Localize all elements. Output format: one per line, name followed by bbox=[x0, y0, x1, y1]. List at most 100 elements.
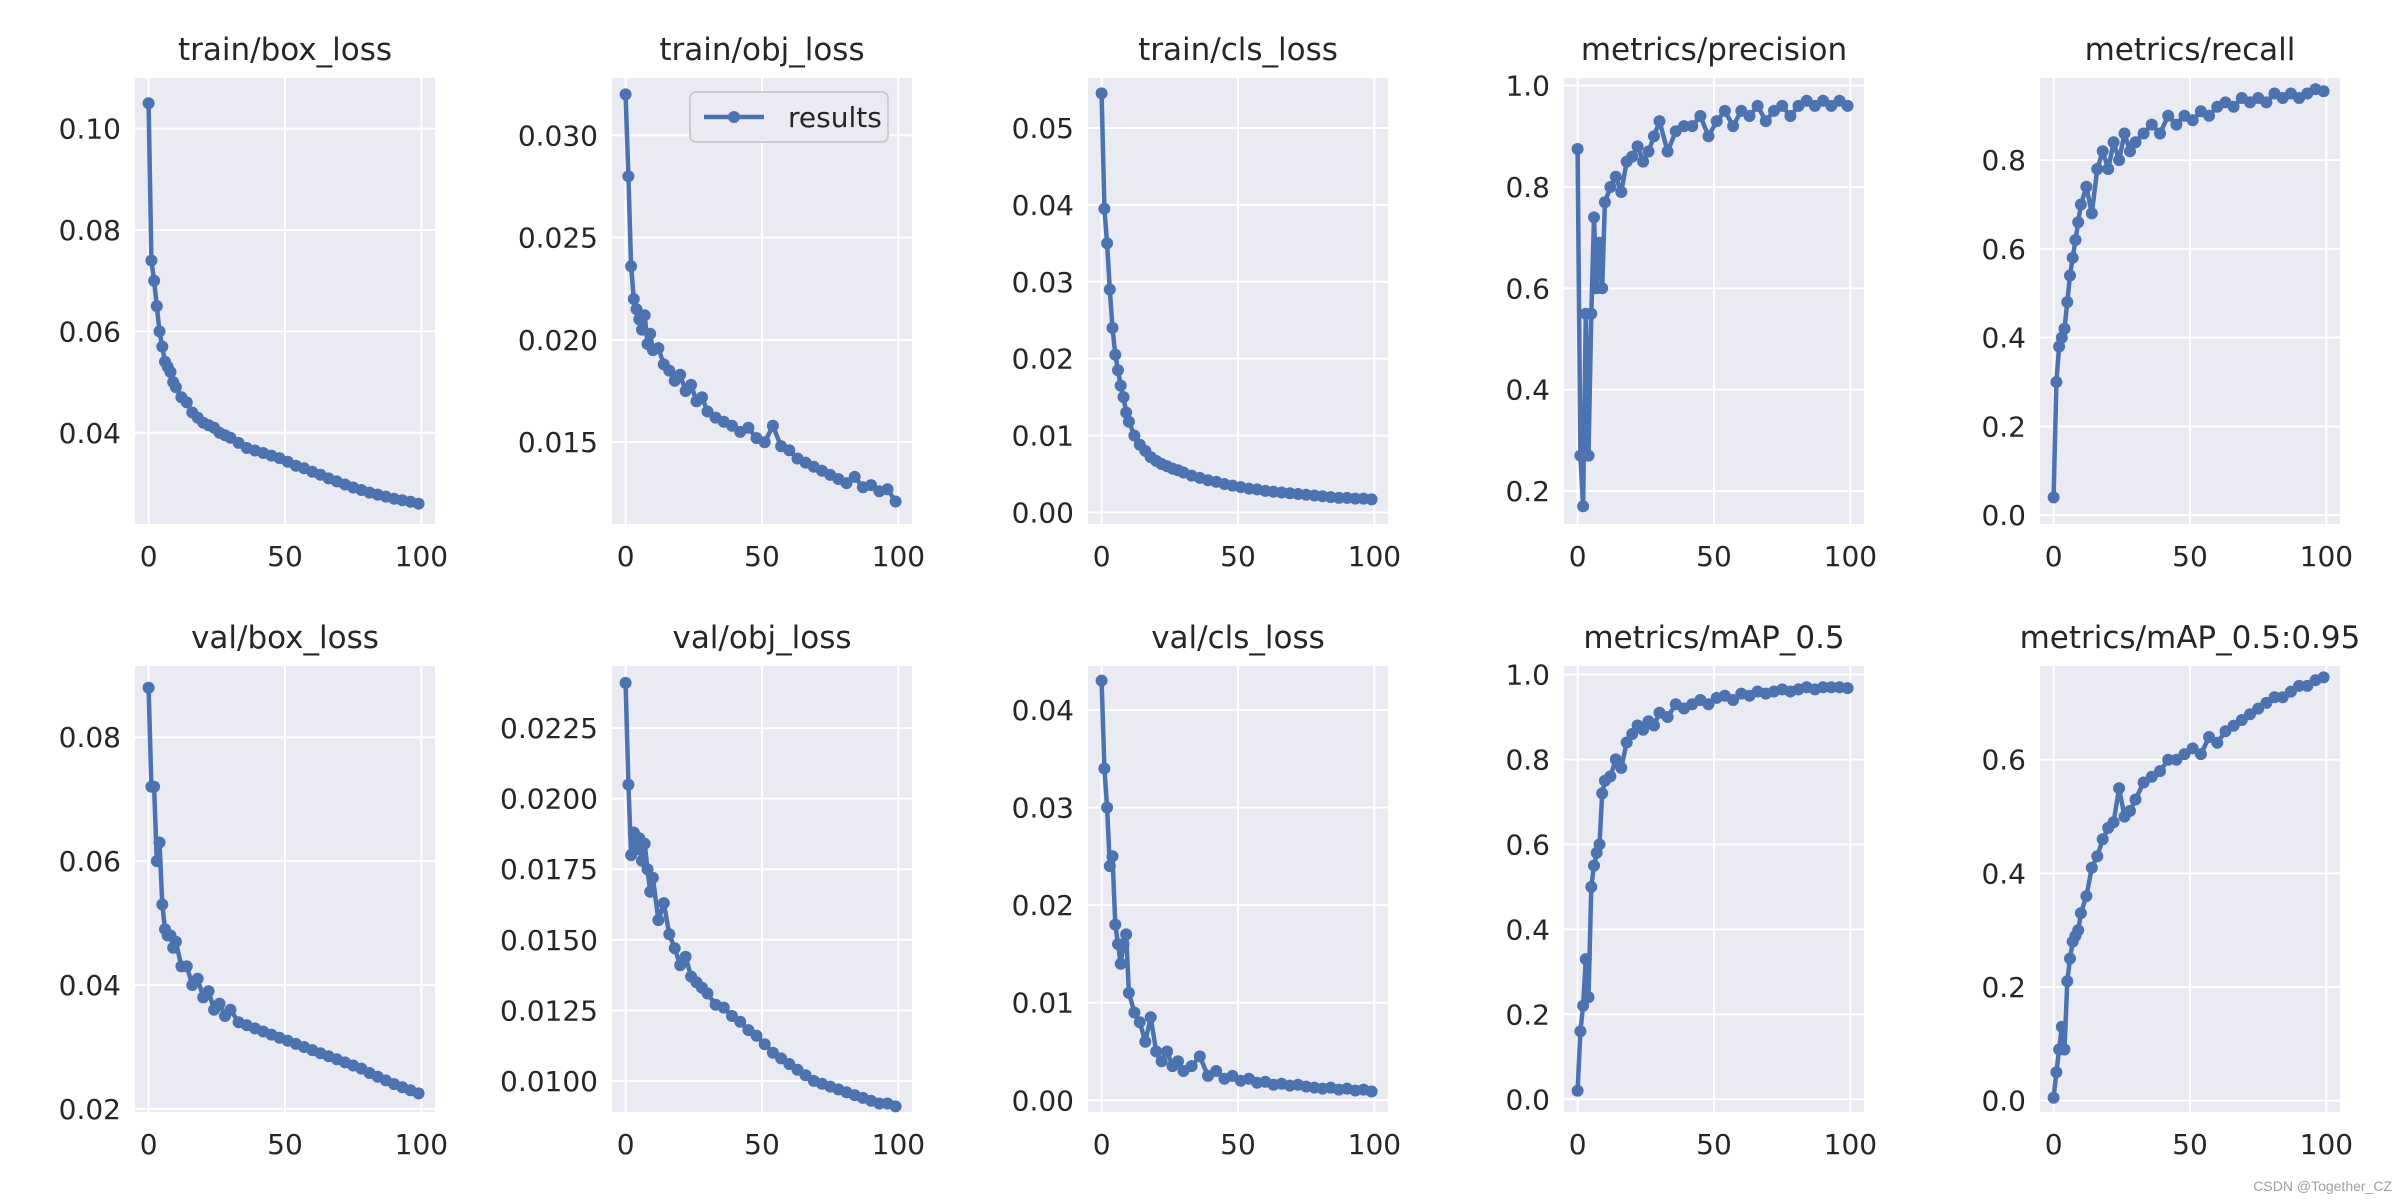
y-tick-label: 0.6 bbox=[1981, 233, 2026, 266]
data-point bbox=[630, 303, 643, 316]
data-point bbox=[873, 1097, 886, 1110]
chart-title: metrics/precision bbox=[1581, 32, 1847, 68]
x-tick-label: 100 bbox=[2300, 540, 2353, 573]
x-tick-label: 0 bbox=[140, 540, 158, 573]
data-point bbox=[1095, 87, 1108, 100]
data-point bbox=[644, 885, 657, 898]
data-point bbox=[865, 479, 878, 492]
data-point bbox=[156, 898, 169, 911]
data-point bbox=[1095, 674, 1108, 687]
data-point bbox=[1106, 321, 1119, 334]
data-point bbox=[2047, 1091, 2060, 1104]
chart-panel: 0 50 100 0.2 0.4 0.6 0.8 1.0 metrics/precision bbox=[1505, 32, 1877, 573]
data-point bbox=[150, 855, 163, 868]
data-point bbox=[674, 368, 687, 381]
data-point bbox=[627, 293, 640, 305]
data-point bbox=[881, 483, 894, 496]
data-point bbox=[848, 470, 861, 483]
data-point bbox=[1101, 237, 1114, 250]
data-point bbox=[1585, 307, 1598, 320]
data-point bbox=[1574, 1025, 1587, 1038]
data-point bbox=[1596, 787, 1609, 800]
data-point bbox=[2050, 376, 2063, 388]
data-point bbox=[758, 1038, 771, 1051]
y-tick-label: 0.0100 bbox=[500, 1065, 598, 1098]
data-point bbox=[1593, 838, 1606, 851]
data-point bbox=[1120, 928, 1133, 941]
data-point bbox=[1686, 120, 1699, 133]
chart-panel: 0 50 100 0.02 0.04 0.06 0.08 val/box_loss bbox=[59, 620, 448, 1161]
y-tick-label: 0.0225 bbox=[500, 712, 598, 745]
x-tick-label: 50 bbox=[2172, 540, 2208, 573]
data-point bbox=[2113, 154, 2126, 167]
data-point bbox=[169, 935, 182, 948]
data-point bbox=[148, 780, 161, 793]
data-point bbox=[2293, 679, 2306, 692]
y-tick-label: 0.0 bbox=[1981, 1085, 2026, 1118]
data-point bbox=[1702, 130, 1715, 143]
data-point bbox=[1631, 140, 1644, 153]
data-point bbox=[685, 378, 698, 391]
data-point bbox=[1172, 1055, 1184, 1068]
data-point bbox=[1210, 1065, 1223, 1077]
data-point bbox=[701, 987, 714, 1000]
data-point bbox=[644, 327, 657, 340]
data-point bbox=[2055, 1020, 2068, 1033]
data-point bbox=[1585, 880, 1598, 893]
data-point bbox=[1694, 110, 1707, 122]
data-point bbox=[1582, 449, 1595, 462]
data-point bbox=[1702, 698, 1715, 711]
chart-panel: 0 50 100 0.015 0.020 0.025 0.030 train/obj_loss… bbox=[518, 32, 925, 573]
data-point bbox=[1604, 770, 1617, 783]
x-tick-label: 50 bbox=[2172, 1128, 2208, 1161]
data-point bbox=[2211, 736, 2224, 749]
data-point bbox=[663, 928, 676, 941]
data-point bbox=[156, 340, 169, 353]
data-point bbox=[1185, 1060, 1198, 1073]
data-point bbox=[1661, 145, 1674, 158]
y-tick-label: 0.04 bbox=[59, 969, 121, 1002]
data-point bbox=[2107, 136, 2120, 149]
data-point bbox=[1637, 723, 1650, 736]
x-tick-label: 0 bbox=[1569, 540, 1587, 573]
x-tick-label: 0 bbox=[2045, 1128, 2063, 1161]
data-point bbox=[153, 836, 166, 849]
data-point bbox=[2069, 234, 2082, 246]
data-point bbox=[1577, 500, 1590, 513]
data-point bbox=[2203, 109, 2216, 122]
y-tick-label: 0.8 bbox=[1981, 144, 2026, 177]
data-point bbox=[2124, 804, 2136, 817]
data-point bbox=[1193, 1050, 1206, 1063]
data-point bbox=[1120, 406, 1133, 419]
data-point bbox=[202, 985, 215, 998]
data-point bbox=[2061, 296, 2074, 309]
y-tick-label: 0.2 bbox=[1505, 998, 1550, 1031]
data-point bbox=[1598, 196, 1611, 209]
data-point bbox=[1133, 1016, 1146, 1029]
data-point bbox=[1593, 236, 1606, 249]
y-tick-label: 0.6 bbox=[1505, 272, 1550, 305]
data-point bbox=[2102, 163, 2115, 175]
data-point bbox=[1139, 1035, 1152, 1048]
data-point bbox=[2080, 180, 2093, 193]
data-point bbox=[638, 309, 651, 322]
data-point bbox=[191, 972, 204, 985]
data-point bbox=[734, 1015, 747, 1028]
y-tick-label: 0.0125 bbox=[500, 994, 598, 1027]
x-tick-label: 100 bbox=[1348, 1128, 1401, 1161]
data-point bbox=[1841, 682, 1854, 695]
data-point bbox=[1365, 493, 1378, 506]
chart-title: metrics/recall bbox=[2085, 32, 2296, 68]
y-tick-label: 0.00 bbox=[1012, 1084, 1074, 1117]
data-point bbox=[1122, 986, 1135, 999]
data-point bbox=[1604, 181, 1617, 193]
x-tick-label: 50 bbox=[1220, 1128, 1256, 1161]
chart-panel: 0 50 100 0.0100 0.0125 0.0150 0.0175 0.0200 0.02… bbox=[500, 620, 925, 1161]
data-point bbox=[2194, 748, 2207, 761]
data-point bbox=[2085, 207, 2098, 220]
x-tick-label: 50 bbox=[1220, 540, 1256, 573]
y-tick-label: 0.03 bbox=[1012, 266, 1074, 299]
data-point bbox=[758, 436, 771, 449]
y-tick-label: 0.06 bbox=[59, 315, 121, 348]
data-point bbox=[1759, 115, 1772, 128]
